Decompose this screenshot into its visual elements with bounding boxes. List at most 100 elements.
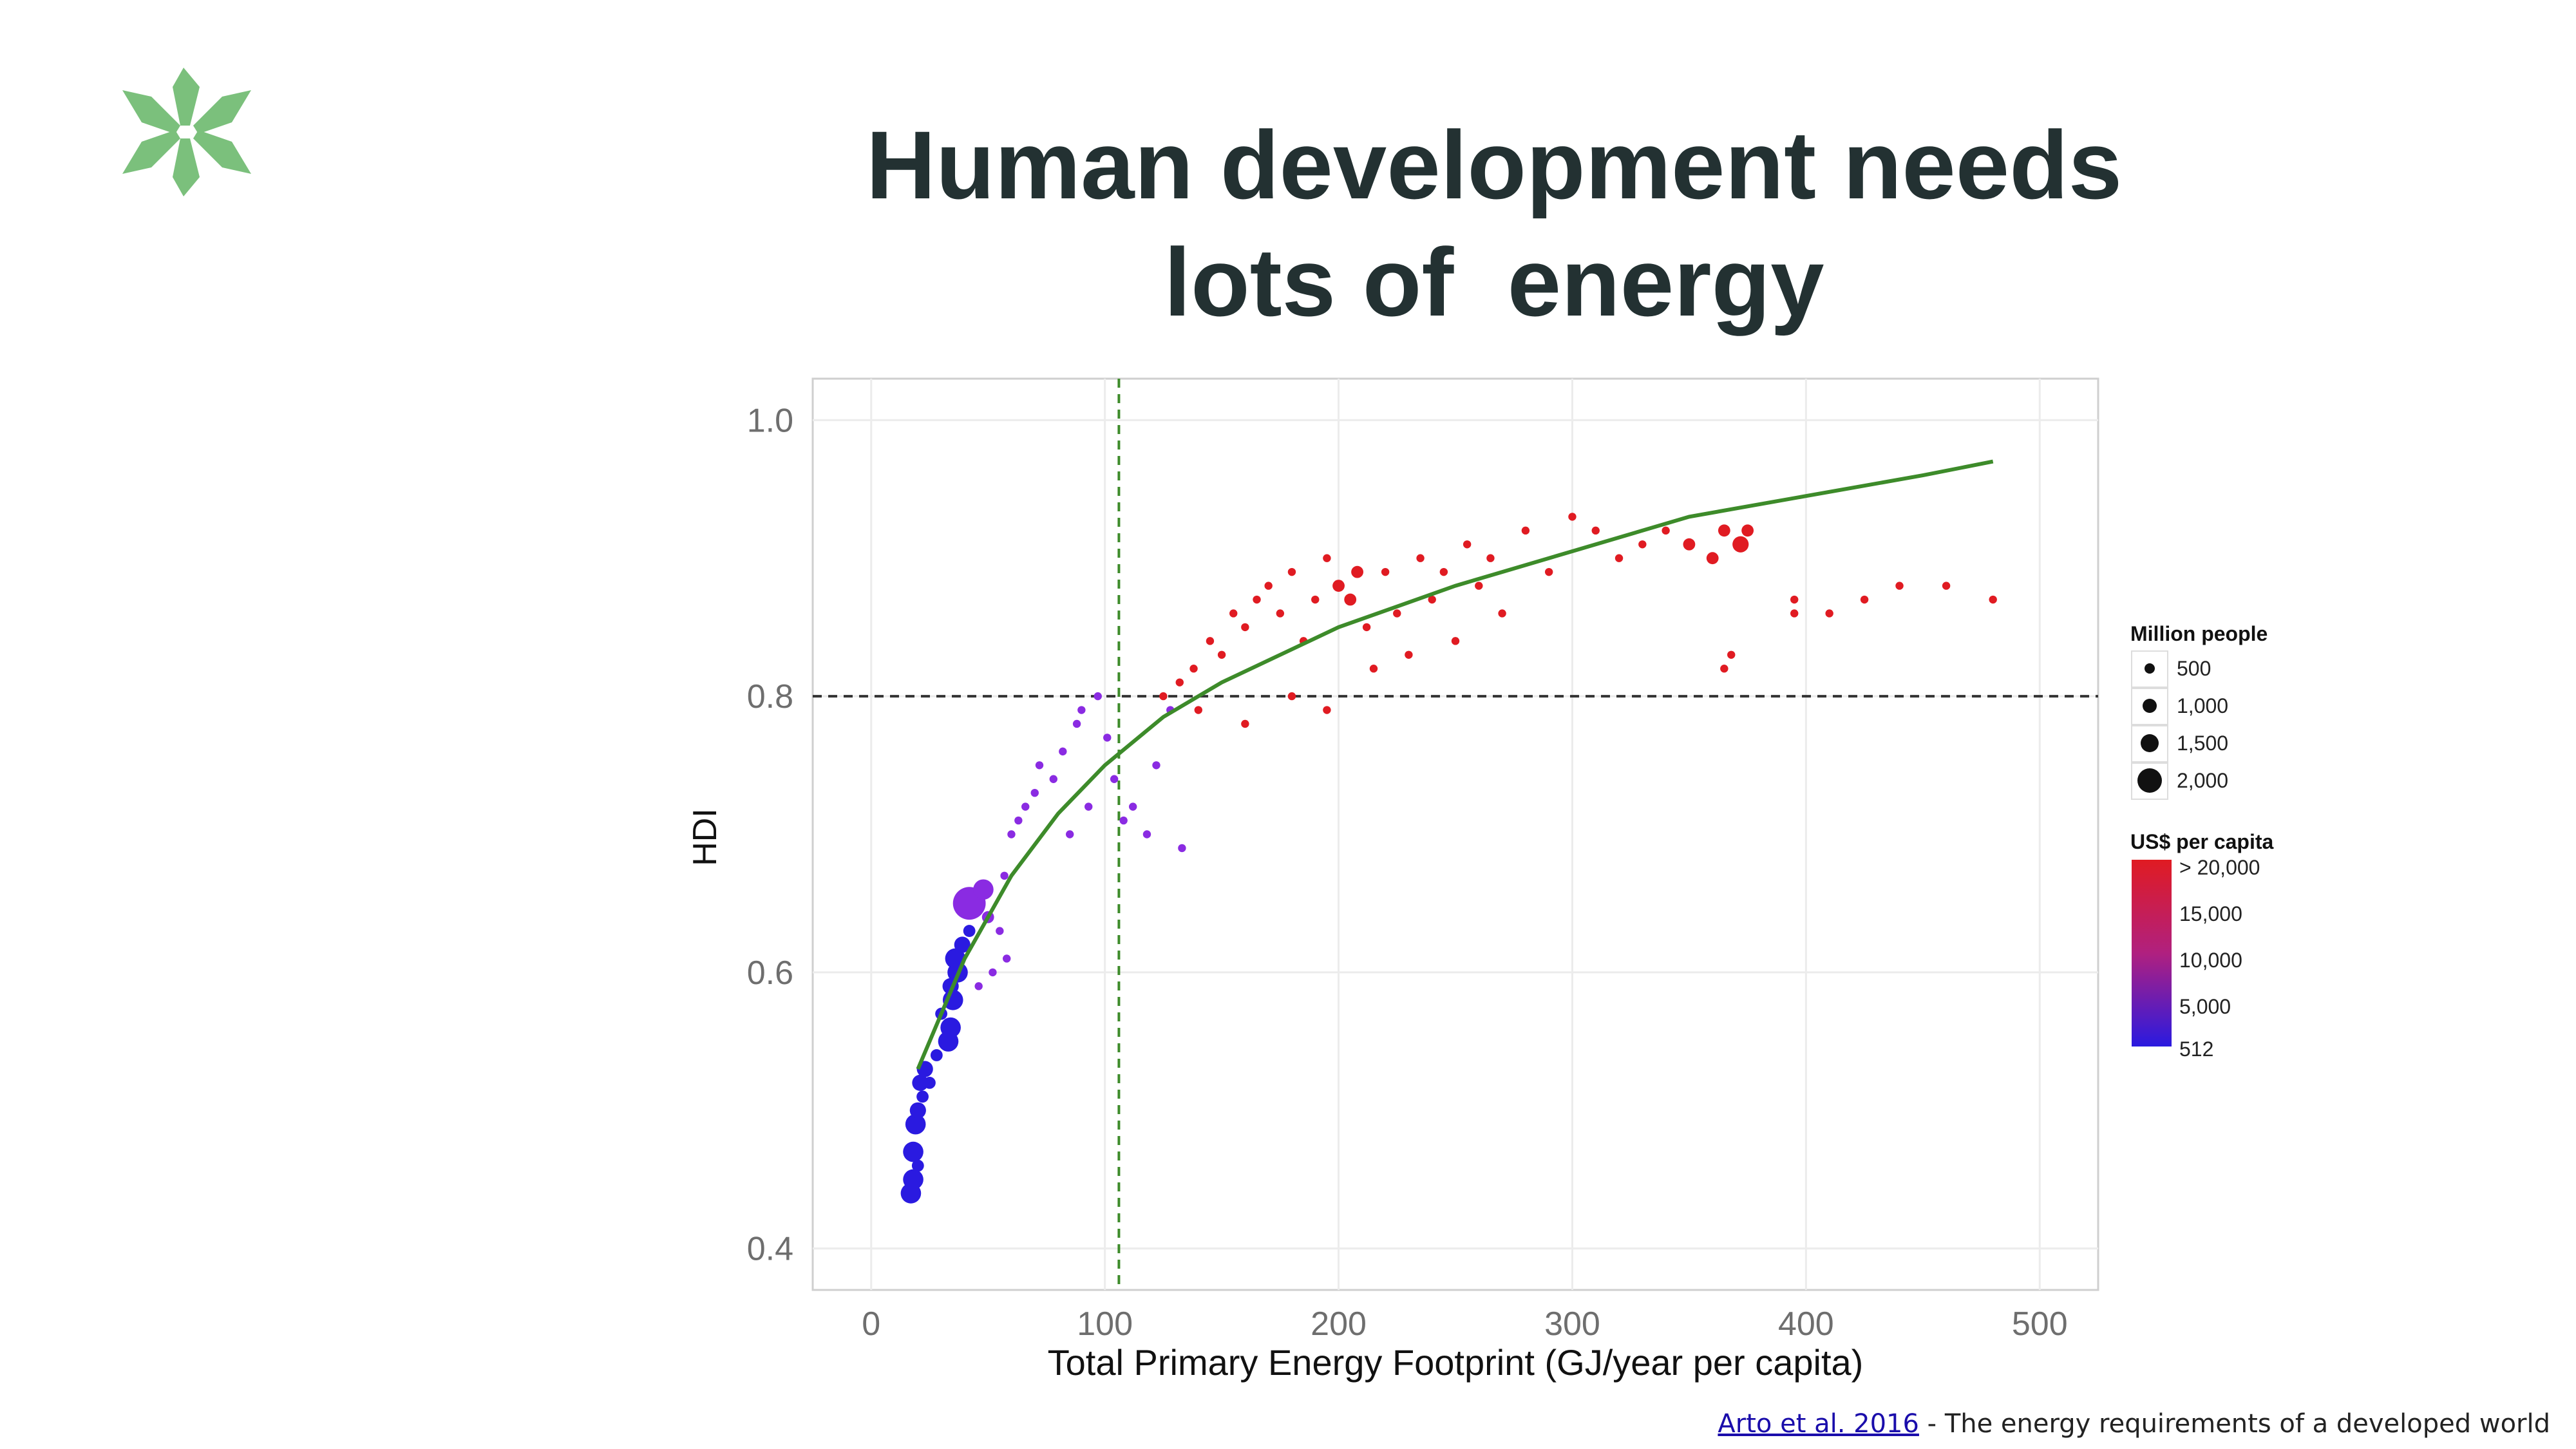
data-point (1077, 706, 1086, 714)
data-point (1428, 595, 1436, 604)
colorbar (2132, 860, 2172, 1046)
data-point (973, 879, 994, 900)
data-point (1568, 513, 1577, 521)
data-point (996, 927, 1004, 935)
data-point (1072, 719, 1081, 728)
y-tick-label: 0.4 (747, 1231, 793, 1268)
size-legend-title: Million people (2130, 622, 2268, 645)
data-point (1344, 593, 1357, 606)
data-point (1014, 816, 1023, 825)
data-point (1439, 567, 1448, 576)
data-point (1287, 567, 1296, 576)
data-point (1369, 665, 1378, 673)
size-legend-label: 2,000 (2177, 769, 2228, 792)
data-point (1007, 830, 1016, 838)
color-legend-title: US$ per capita (2130, 830, 2274, 853)
data-point (1030, 788, 1039, 797)
data-point (1178, 844, 1186, 853)
data-point (1094, 692, 1102, 701)
data-point (1475, 582, 1483, 590)
data-point (1175, 678, 1184, 687)
data-point (1206, 637, 1215, 645)
y-tick-label: 1.0 (747, 402, 793, 439)
x-tick-label: 300 (1544, 1305, 1600, 1343)
color-legend-label: 5,000 (2179, 995, 2231, 1018)
x-axis-label: Total Primary Energy Footprint (GJ/year … (1048, 1342, 1864, 1383)
x-tick-label: 100 (1077, 1305, 1133, 1343)
data-point (1276, 609, 1285, 618)
data-point (923, 1077, 936, 1089)
data-point (1152, 761, 1160, 770)
data-point (1638, 540, 1647, 549)
data-point (1706, 552, 1719, 565)
x-tick-label: 200 (1311, 1305, 1367, 1343)
size-legend-dot (2137, 768, 2162, 793)
data-point (1241, 719, 1249, 728)
data-point (1035, 761, 1044, 770)
data-point (1241, 623, 1249, 632)
data-point (912, 1074, 929, 1092)
slide-title: Human development needs lots of energy (644, 106, 2344, 341)
data-point (1159, 692, 1168, 701)
data-point (1591, 526, 1600, 535)
data-point (1895, 582, 1904, 590)
size-legend-dot (2143, 699, 2157, 713)
data-point (1790, 595, 1799, 604)
data-point (1323, 554, 1331, 562)
logo-icon (122, 68, 251, 196)
x-tick-label: 400 (1778, 1305, 1834, 1343)
data-point (1463, 540, 1472, 549)
size-legend-dot (2145, 663, 2155, 674)
data-point (1683, 538, 1696, 551)
data-point (1119, 816, 1128, 825)
data-point (1615, 554, 1624, 562)
grid-lines (813, 379, 2098, 1290)
title-line-1: Human development needs (866, 111, 2123, 219)
data-point (1142, 830, 1151, 838)
data-point (1103, 734, 1112, 742)
data-point (1332, 580, 1345, 592)
citation-text: - The energy requirements of a developed… (1918, 1409, 2550, 1439)
data-point (1521, 526, 1530, 535)
data-point (1323, 706, 1331, 714)
data-point (1486, 554, 1495, 562)
data-point (1003, 954, 1011, 963)
data-point (1128, 802, 1137, 811)
size-legend-dot (2141, 734, 2159, 752)
data-point (1049, 775, 1057, 783)
data-point (1498, 609, 1506, 618)
data-point (1229, 609, 1238, 618)
size-legend-label: 500 (2177, 657, 2211, 680)
data-point (1393, 609, 1401, 618)
data-point (1942, 582, 1951, 590)
color-legend-label: 512 (2179, 1037, 2213, 1061)
color-legend-label: 15,000 (2179, 902, 2242, 925)
reference-lines (813, 379, 2098, 1290)
data-point (1194, 706, 1203, 714)
data-point (903, 1141, 923, 1162)
data-point (1451, 637, 1460, 645)
data-point (1860, 595, 1869, 604)
data-point (1825, 609, 1833, 618)
data-point (1264, 582, 1273, 590)
size-legend-label: 1,500 (2177, 732, 2228, 755)
color-legend: US$ per capita > 20,000 15,000 10,000 5,000… (2130, 830, 2274, 1061)
data-point (1544, 567, 1553, 576)
data-point (1405, 650, 1413, 659)
data-point (989, 968, 997, 977)
y-axis-label: HDI (687, 808, 724, 866)
data-point (1253, 595, 1261, 604)
data-point (1732, 536, 1749, 553)
x-tick-label: 500 (2012, 1305, 2068, 1343)
data-point (1720, 665, 1728, 673)
data-point (1287, 692, 1296, 701)
citation-link[interactable]: Arto et al. 2016 (1718, 1409, 1919, 1439)
data-point (1718, 524, 1730, 537)
data-point (1217, 650, 1226, 659)
data-point (1066, 830, 1074, 838)
data-point (1000, 871, 1009, 880)
data-point (1110, 775, 1119, 783)
data-point (1311, 595, 1320, 604)
data-point (1351, 565, 1363, 578)
